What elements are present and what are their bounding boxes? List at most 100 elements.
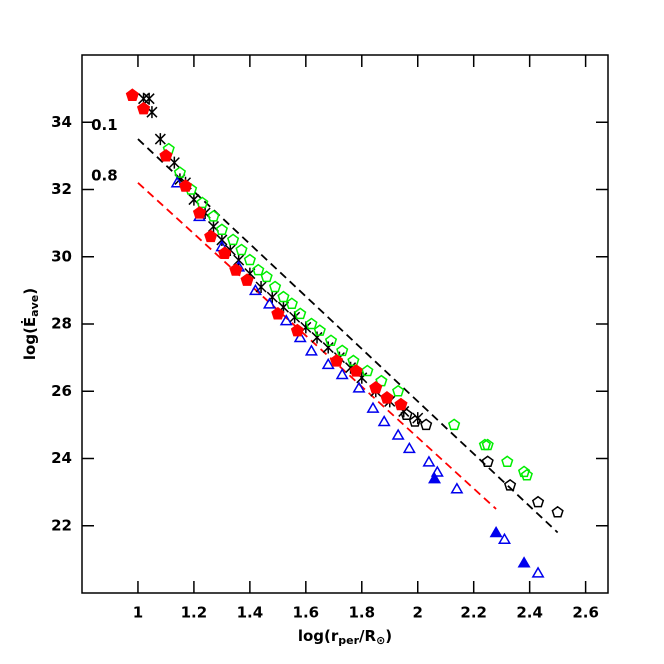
- x-tick-label: 2.2: [460, 604, 487, 622]
- pentagon-marker: [218, 246, 232, 259]
- x-tick-label: 1.2: [181, 604, 208, 622]
- x-axis-label-part: /R: [359, 627, 376, 645]
- y-tick-label: 34: [51, 113, 72, 131]
- triangle-marker: [497, 532, 511, 544]
- pentagon-marker: [347, 354, 360, 367]
- pentagon-marker: [551, 505, 564, 518]
- x-tick-label: 1.8: [348, 604, 375, 622]
- pentagon-marker: [305, 317, 318, 330]
- pentagon-marker: [285, 297, 298, 310]
- x-tick-label: 1.4: [237, 604, 264, 622]
- y-tick-label: 30: [51, 247, 72, 265]
- pentagon-marker: [517, 465, 531, 478]
- triangle-marker: [293, 330, 307, 343]
- pentagon-marker: [448, 418, 461, 431]
- pentagon-marker: [178, 179, 193, 192]
- pentagon-marker: [173, 166, 187, 178]
- x-axis-label: log(rper/R⊙): [298, 627, 392, 648]
- pentagon-marker: [252, 263, 265, 276]
- fit-line: [137, 182, 497, 510]
- triangle-marker: [391, 428, 405, 440]
- triangle-marker: [279, 314, 293, 326]
- x-axis-label-part: log(r: [298, 627, 339, 645]
- triangle-marker: [366, 401, 380, 413]
- pentagon-marker: [271, 306, 285, 320]
- triangle-marker: [430, 465, 444, 477]
- pentagon-marker: [394, 397, 408, 411]
- y-axis-label-part: ): [21, 288, 39, 295]
- triangle-marker: [422, 455, 436, 467]
- pentagon-marker: [294, 307, 307, 320]
- pentagon-marker: [207, 209, 220, 222]
- pentagon-marker: [268, 280, 282, 293]
- y-axis-label-part: ave: [28, 295, 41, 317]
- triangle-marker: [517, 556, 531, 568]
- pentagon-marker: [313, 324, 326, 336]
- cross-marker: [311, 331, 323, 344]
- y-tick-label: 26: [51, 382, 72, 400]
- pentagon-marker: [196, 196, 209, 209]
- x-tick-label: 1.6: [293, 604, 320, 622]
- triangle-marker: [489, 525, 503, 538]
- pentagon-marker: [243, 253, 256, 266]
- pentagon-marker: [392, 384, 405, 397]
- pentagon-marker: [204, 229, 218, 243]
- pentagon-marker: [290, 323, 305, 337]
- pentagon-marker: [420, 418, 433, 431]
- cross-marker: [154, 133, 166, 146]
- pentagon-marker: [481, 455, 494, 468]
- fit-line: [137, 138, 559, 534]
- cross-marker: [322, 341, 334, 354]
- pentagon-marker: [380, 391, 394, 404]
- y-tick-label: 22: [51, 516, 72, 534]
- triangle-marker: [377, 415, 391, 427]
- pentagon-marker: [240, 273, 254, 286]
- y-tick-label: 28: [51, 315, 72, 333]
- y-tick-label: 24: [51, 449, 72, 467]
- x-tick-label: 2.4: [516, 604, 543, 622]
- triangle-marker: [450, 482, 464, 494]
- pentagon-marker: [277, 290, 290, 303]
- pentagon-marker: [531, 495, 545, 508]
- triangle-marker: [352, 381, 366, 393]
- triangle-marker: [428, 472, 442, 484]
- x-tick-label: 1: [133, 604, 143, 622]
- triangle-marker: [531, 566, 545, 578]
- pentagon-marker: [503, 478, 517, 491]
- y-axis-label-part: log(Ė: [20, 317, 39, 360]
- pentagon-marker: [159, 148, 173, 162]
- cross-marker: [168, 156, 180, 169]
- x-tick-label: 2: [413, 604, 423, 622]
- pentagon-marker: [235, 243, 248, 256]
- cross-marker: [143, 92, 155, 105]
- triangle-marker: [304, 344, 318, 356]
- pentagon-marker: [400, 408, 413, 420]
- triangle-marker: [321, 357, 335, 370]
- triangle-marker: [170, 176, 184, 188]
- pentagon-marker: [229, 263, 243, 276]
- pentagon-marker: [349, 364, 363, 377]
- pentagon-marker: [361, 364, 374, 377]
- pentagon-marker: [226, 233, 240, 246]
- pentagon-marker: [336, 344, 349, 357]
- x-tick-label: 2.6: [572, 604, 599, 622]
- triangle-marker: [248, 283, 262, 296]
- pentagon-marker: [192, 206, 207, 219]
- annotation: 0.8: [91, 167, 118, 185]
- cross-marker: [233, 254, 245, 267]
- pentagon-marker: [330, 354, 344, 367]
- pentagon-marker: [136, 101, 151, 115]
- pentagon-marker: [481, 438, 494, 451]
- y-axis-label: log(Ėave): [20, 288, 42, 360]
- cross-marker: [255, 281, 267, 294]
- pentagon-marker: [501, 455, 514, 468]
- triangle-marker: [402, 441, 416, 454]
- x-axis-label-part: ): [385, 627, 392, 645]
- pentagon-marker: [520, 468, 533, 481]
- pentagon-marker: [408, 415, 422, 427]
- triangle-marker: [335, 367, 349, 380]
- cross-marker: [216, 233, 228, 246]
- triangle-marker: [262, 297, 276, 309]
